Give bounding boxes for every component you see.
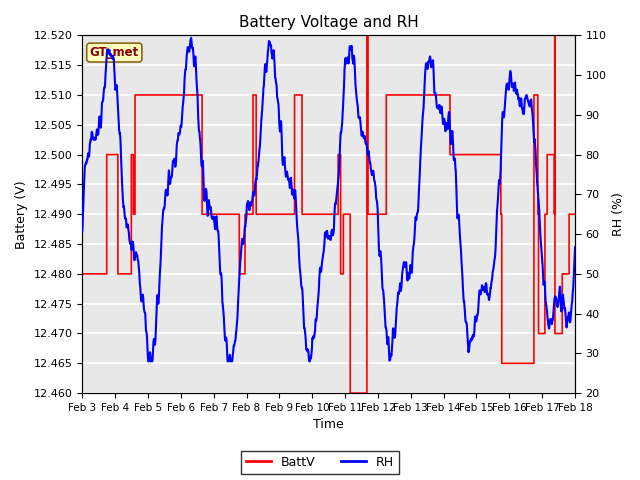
BattV (541, 211, 549, 217)
Title: Battery Voltage and RH: Battery Voltage and RH (239, 15, 419, 30)
BattV (363, 33, 371, 38)
BattV (571, 211, 579, 217)
RH (145, 359, 152, 364)
BattV (353, 390, 361, 396)
Line: RH: RH (83, 38, 575, 361)
RH (188, 35, 195, 41)
RH (343, 60, 351, 66)
Y-axis label: RH (%): RH (%) (612, 192, 625, 236)
X-axis label: Time: Time (313, 419, 344, 432)
Y-axis label: Battery (V): Battery (V) (15, 180, 28, 249)
RH (541, 299, 549, 304)
BattV (346, 390, 354, 396)
RH (528, 107, 536, 112)
Legend: BattV, RH: BattV, RH (241, 451, 399, 474)
BattV (79, 271, 86, 277)
RH (472, 316, 479, 322)
Line: BattV: BattV (83, 36, 575, 393)
BattV (528, 360, 536, 366)
RH (216, 268, 224, 274)
RH (354, 101, 362, 107)
Text: GT_met: GT_met (90, 46, 139, 59)
BattV (216, 211, 223, 217)
RH (79, 228, 86, 234)
BattV (342, 211, 350, 217)
RH (571, 244, 579, 250)
BattV (472, 152, 479, 157)
